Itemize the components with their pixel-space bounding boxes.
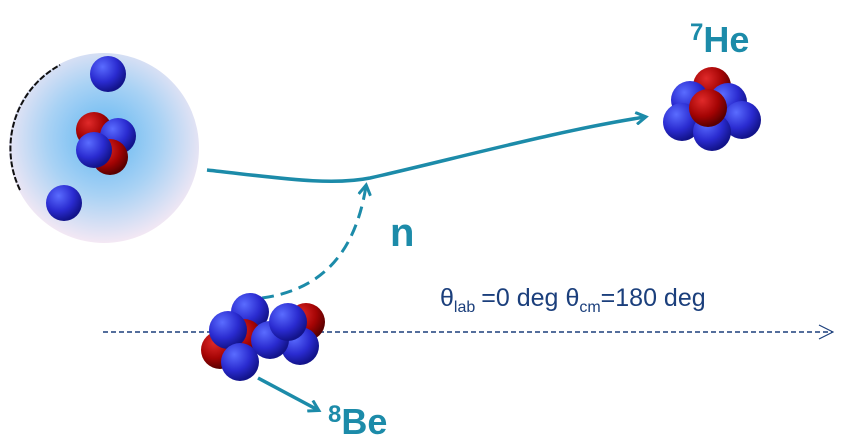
he7-label: 7He (690, 19, 749, 60)
neutron-sphere (76, 132, 112, 168)
trajectory (207, 117, 645, 181)
be8-label: 8Be (328, 401, 387, 440)
recoil-arrow (258, 378, 318, 410)
neutron-sphere (90, 56, 126, 92)
diagram: 7He n θlab=0 degθcm=180 deg 8Be (0, 0, 844, 440)
page: 7He n θlab=0 degθcm=180 deg 8Be (() => {… (0, 0, 844, 440)
proton-sphere (689, 89, 727, 127)
neutron-path (262, 186, 366, 298)
he7-nucleus (663, 67, 761, 151)
be8-nucleus (201, 293, 325, 381)
neutron-sphere (221, 343, 259, 381)
neutron-sphere (269, 303, 307, 341)
neutron-sphere (46, 185, 82, 221)
neutron-label: n (390, 211, 414, 255)
